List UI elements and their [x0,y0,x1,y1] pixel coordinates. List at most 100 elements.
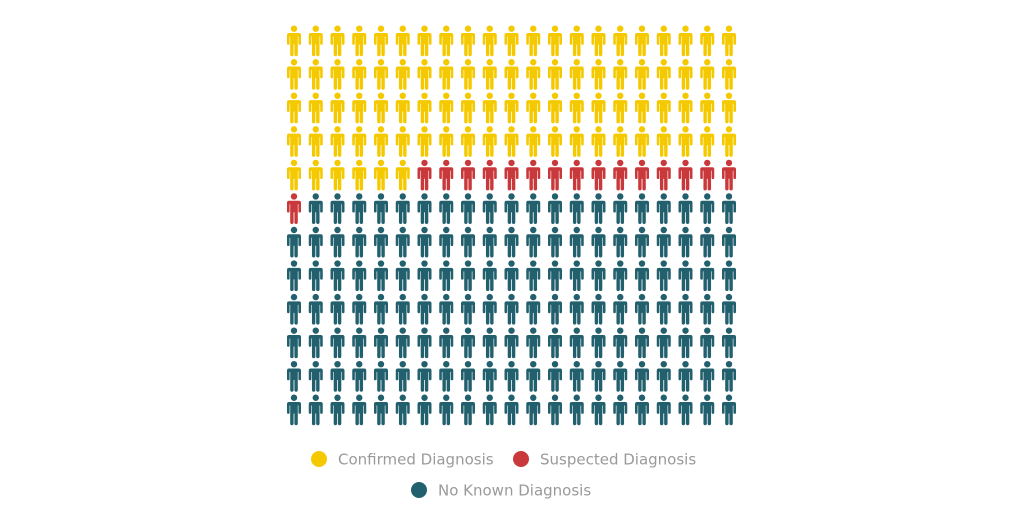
person-icon [482,260,497,292]
person-icon [656,260,671,292]
person-icon [395,394,410,426]
person-icon [613,394,628,426]
person-icon [569,226,584,258]
person-icon [700,25,715,57]
person-icon [569,92,584,124]
person-icon [656,59,671,90]
person-icon [548,126,562,157]
person-icon [569,159,584,191]
person-icon [569,361,584,392]
person-icon [526,59,541,90]
person-icon [417,193,432,224]
person-icon [395,159,410,191]
person-icon [591,327,606,359]
person-icon [482,25,497,57]
person-icon [461,260,475,292]
person-icon [504,327,519,359]
person-icon [287,293,301,325]
person-icon [308,126,323,157]
person-icon [700,59,715,90]
person-icon [352,260,367,292]
person-icon [395,260,410,292]
person-icon [352,193,367,224]
person-icon [548,394,562,426]
person-icon [461,394,475,426]
person-icon [287,394,301,426]
person-icon [461,361,475,392]
person-icon [417,361,432,392]
person-icon [526,92,541,124]
person-icon [548,361,562,392]
person-icon [591,25,606,57]
person-icon [395,25,410,57]
person-icon [526,327,541,359]
person-icon [504,226,519,258]
person-icon [352,92,367,124]
person-icon [439,260,454,292]
person-icon [635,361,649,392]
person-icon [287,327,301,359]
person-icon [700,361,715,392]
person-icon [417,293,432,325]
person-icon [417,260,432,292]
person-icon [656,92,671,124]
person-icon [591,394,606,426]
person-icon [722,394,736,426]
person-icon [439,159,454,191]
person-icon [439,327,454,359]
person-icon [374,193,388,224]
person-icon [504,25,519,57]
person-icon [569,327,584,359]
person-icon [722,260,736,292]
person-icon [352,159,367,191]
person-icon [548,327,562,359]
person-icon [656,361,671,392]
person-icon [569,25,584,57]
person-icon [308,226,323,258]
person-icon [591,193,606,224]
person-icon [330,260,345,292]
person-icon [548,293,562,325]
person-icon [330,293,345,325]
person-icon [504,293,519,325]
person-icon [417,327,432,359]
person-icon [591,59,606,90]
person-icon [287,226,301,258]
person-icon [395,126,410,157]
person-icon [678,126,693,157]
person-icon [656,159,671,191]
person-icon [678,92,693,124]
person-icon [722,59,736,90]
person-icon [374,394,388,426]
person-icon [678,226,693,258]
person-icon [591,92,606,124]
person-icon [374,293,388,325]
person-icon [700,327,715,359]
person-icon [417,394,432,426]
person-icon [613,193,628,224]
person-icon [722,226,736,258]
person-icon [678,260,693,292]
person-icon [635,394,649,426]
person-icon [439,126,454,157]
person-icon [526,126,541,157]
person-icon [330,226,345,258]
person-icon [656,25,671,57]
person-icon [352,126,367,157]
person-icon [330,126,345,157]
person-icon [504,126,519,157]
person-icon [635,92,649,124]
person-icon [526,25,541,57]
person-icon [635,293,649,325]
person-icon [569,193,584,224]
person-icon [656,226,671,258]
person-icon [548,193,562,224]
person-icon [395,92,410,124]
person-icon [504,361,519,392]
person-icon [330,25,345,57]
person-icon [308,327,323,359]
person-icon [613,92,628,124]
person-icon [352,293,367,325]
person-icon [722,159,736,191]
person-icon [287,59,301,90]
